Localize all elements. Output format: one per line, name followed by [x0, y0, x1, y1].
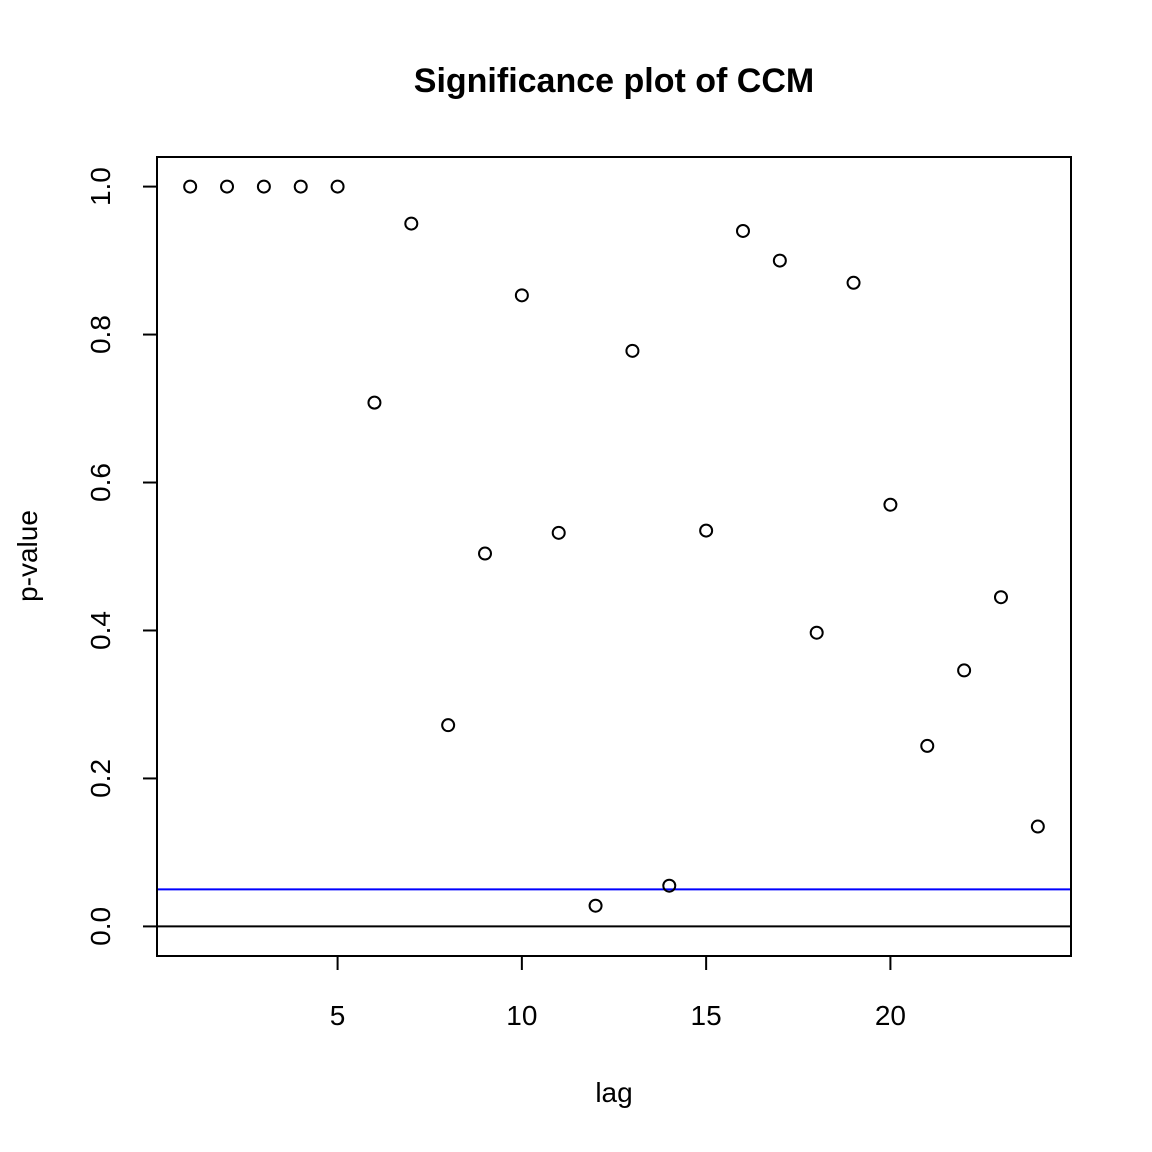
- data-point: [220, 179, 235, 194]
- plot-frame: [156, 156, 1072, 957]
- data-point: [735, 223, 750, 238]
- data-point: [662, 878, 677, 893]
- y-axis-label: p-value: [12, 510, 43, 602]
- data-point: [367, 395, 382, 410]
- data-point: [330, 179, 345, 194]
- x-tick-label: 5: [330, 1000, 346, 1031]
- y-tick-label: 0.6: [85, 463, 116, 502]
- data-point: [699, 523, 714, 538]
- x-tick-label: 10: [506, 1000, 537, 1031]
- data-point: [993, 590, 1008, 605]
- y-tick-label: 1.0: [85, 167, 116, 206]
- chart-title: Significance plot of CCM: [414, 62, 814, 100]
- x-tick-label: 20: [875, 1000, 906, 1031]
- y-tick-label: 0.0: [85, 907, 116, 946]
- x-axis-label: lag: [595, 1077, 632, 1108]
- data-point: [920, 738, 935, 753]
- data-point: [1030, 819, 1045, 834]
- y-tick-label: 0.8: [85, 315, 116, 354]
- data-point: [957, 663, 972, 678]
- data-point: [551, 525, 566, 540]
- plot-area: 5 10 15 20 0.0 0.2 0.4 0.6 0.8 1.0: [85, 156, 1072, 1031]
- data-point: [809, 625, 824, 640]
- y-tick-label: 0.2: [85, 759, 116, 798]
- data-point: [478, 546, 493, 561]
- data-point: [404, 216, 419, 231]
- data-point: [256, 179, 271, 194]
- data-point: [625, 343, 640, 358]
- data-point: [441, 718, 456, 733]
- data-point: [183, 179, 198, 194]
- data-point: [883, 497, 898, 512]
- data-point: [293, 179, 308, 194]
- data-point: [514, 288, 529, 303]
- data-point: [772, 253, 787, 268]
- data-point: [846, 275, 861, 290]
- data-point: [588, 898, 603, 913]
- y-tick-label: 0.4: [85, 611, 116, 650]
- x-tick-label: 15: [691, 1000, 722, 1031]
